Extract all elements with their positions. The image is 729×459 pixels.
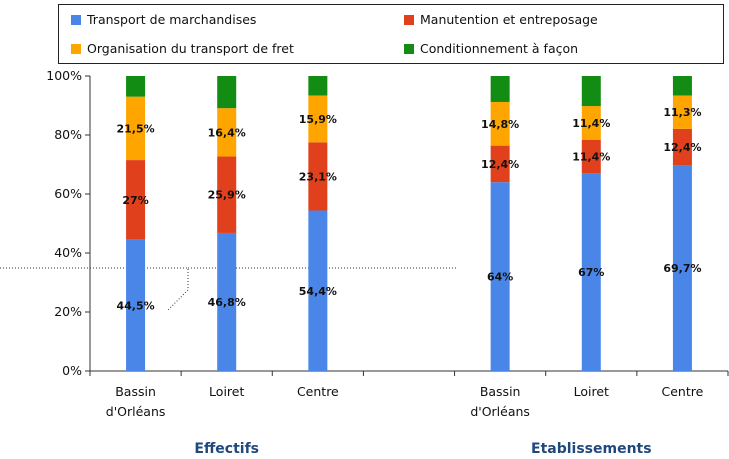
legend-item-manutention: Manutention et entreposage <box>404 12 598 27</box>
y-tick-label: 60% <box>54 186 82 201</box>
data-label: 21,5% <box>116 122 154 135</box>
bar-segment <box>581 76 601 107</box>
category-label: Loiret <box>574 384 609 399</box>
annotation-leader-line <box>0 267 189 311</box>
legend-label-organisation: Organisation du transport de fret <box>87 41 294 56</box>
legend-swatch-organisation <box>71 43 81 54</box>
bar-segment <box>490 101 510 146</box>
legend-label-transport: Transport de marchandises <box>87 12 257 27</box>
bar-segment <box>581 106 601 140</box>
legend-swatch-conditionnement <box>404 43 414 54</box>
data-label: 14,8% <box>481 118 519 131</box>
data-label: 11,4% <box>572 151 610 164</box>
bar-segment <box>490 76 510 102</box>
category-label: Bassin <box>480 384 521 399</box>
data-label: 11,4% <box>572 117 610 130</box>
bar-segment <box>126 96 146 161</box>
legend-item-conditionnement: Conditionnement à façon <box>404 41 578 56</box>
category-label: Centre <box>662 384 704 399</box>
legend-swatch-manutention <box>404 14 414 25</box>
category-label-line2: d'Orléans <box>470 404 530 419</box>
y-tick-label: 0% <box>62 363 82 378</box>
bar-segment <box>217 232 237 371</box>
data-label: 12,4% <box>663 141 701 154</box>
data-label: 11,3% <box>663 106 701 119</box>
data-label: 23,1% <box>299 170 337 183</box>
category-label: Bassin <box>115 384 156 399</box>
bar-segment <box>217 76 237 109</box>
data-label: 44,5% <box>116 299 154 312</box>
bar-segment <box>490 182 510 371</box>
legend: Transport de marchandises Manutention et… <box>58 4 724 64</box>
group-label-effectifs: Effectifs <box>194 441 259 457</box>
bar-segment <box>126 239 146 371</box>
data-label: 25,9% <box>208 189 246 202</box>
data-label: 15,9% <box>299 113 337 126</box>
category-label: Loiret <box>209 384 244 399</box>
y-tick-label: 80% <box>54 127 82 142</box>
y-tick-label: 40% <box>54 245 82 260</box>
y-tick-label: 20% <box>54 304 82 319</box>
bar-segment <box>217 108 237 157</box>
bar-segment <box>672 95 692 129</box>
data-label: 16,4% <box>208 126 246 139</box>
data-label: 69,7% <box>663 262 701 275</box>
bar-segment <box>490 145 510 183</box>
data-label: 64% <box>487 271 513 284</box>
legend-label-conditionnement: Conditionnement à façon <box>420 41 579 56</box>
data-label: 12,4% <box>481 158 519 171</box>
data-label: 46,8% <box>208 296 246 309</box>
legend-label-manutention: Manutention et entreposage <box>420 12 598 27</box>
data-label: 27% <box>122 194 148 207</box>
bar-segment <box>581 139 601 174</box>
y-tick-label: 100% <box>46 68 82 83</box>
bar-segment <box>581 173 601 371</box>
bar-segment <box>308 76 328 96</box>
bar-segment <box>672 165 692 371</box>
legend-item-transport: Transport de marchandises <box>71 12 256 27</box>
bar-segment <box>308 142 328 211</box>
legend-item-organisation: Organisation du transport de fret <box>71 41 294 56</box>
bar-segment <box>126 160 146 240</box>
bar-segment <box>672 128 692 166</box>
bar-segment <box>126 76 146 97</box>
bar-segment <box>672 76 692 96</box>
bar-segment <box>308 210 328 371</box>
data-label: 67% <box>578 266 604 279</box>
bar-segment <box>308 95 328 143</box>
category-label-line2: d'Orléans <box>106 404 166 419</box>
bar-segment <box>217 156 237 233</box>
group-label-etablissements: Etablissements <box>531 441 652 457</box>
data-label: 54,4% <box>299 285 337 298</box>
category-label: Centre <box>297 384 339 399</box>
legend-swatch-transport <box>71 14 81 25</box>
